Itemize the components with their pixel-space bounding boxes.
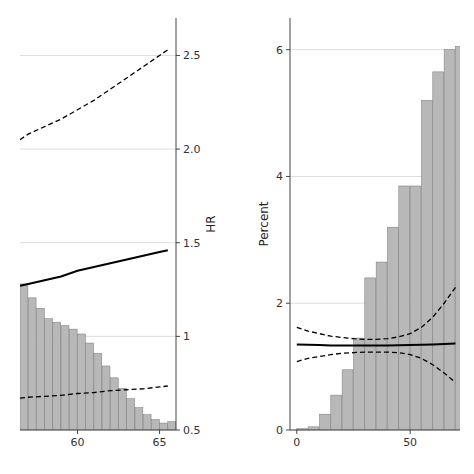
- chart-root: 60 65 0.5 1 1.5 2.0 2.5 HR 0 50 0 2 4 6 Percent: [0, 0, 474, 474]
- bar: [365, 278, 376, 430]
- y-tick-label: 6: [276, 44, 283, 57]
- bar: [127, 399, 135, 430]
- y-tick-label: 1: [183, 330, 190, 343]
- y-tick: [286, 176, 290, 177]
- grid-line: [290, 49, 460, 50]
- bar: [455, 47, 460, 430]
- grid-line: [20, 55, 176, 56]
- x-axis: [290, 430, 460, 431]
- bar: [53, 322, 61, 430]
- y-tick: [176, 336, 180, 337]
- bar: [410, 186, 421, 430]
- bar: [77, 334, 85, 430]
- y-tick-label: 2.0: [183, 143, 201, 156]
- bar: [61, 326, 69, 430]
- bar: [20, 284, 28, 430]
- bar: [110, 378, 118, 430]
- y-tick: [286, 49, 290, 50]
- y-axis: [290, 18, 291, 430]
- x-tick-label: 60: [70, 436, 84, 449]
- bar: [399, 186, 410, 430]
- bar: [444, 50, 455, 430]
- y-tick: [176, 242, 180, 243]
- plot-data: [20, 50, 176, 430]
- bar: [119, 388, 127, 430]
- x-axis: [20, 430, 176, 431]
- grid-line: [290, 430, 460, 431]
- line: [297, 352, 456, 382]
- bar: [342, 370, 353, 430]
- y-axis: [176, 18, 177, 430]
- bar: [143, 415, 151, 430]
- y-tick-label: 2.5: [183, 49, 201, 62]
- y-tick: [286, 430, 290, 431]
- plot-data: [297, 47, 460, 430]
- grid-line: [20, 242, 176, 243]
- bar: [69, 329, 77, 430]
- y-tick-label: 1.5: [183, 237, 201, 250]
- line: [20, 250, 168, 286]
- bar: [86, 343, 94, 430]
- bar: [160, 423, 168, 430]
- y-tick-label: 0.5: [183, 424, 201, 437]
- line: [20, 386, 168, 398]
- panel: 60 65 0.5 1 1.5 2.0 2.5 HR: [20, 18, 218, 449]
- y-tick-label: 2: [276, 297, 283, 310]
- bar: [45, 319, 53, 430]
- panel: 0 50 0 2 4 6 Percent: [257, 18, 466, 449]
- y-axis-label: HR: [204, 215, 218, 232]
- x-tick: [410, 430, 411, 434]
- bar: [421, 100, 432, 430]
- line: [20, 50, 168, 140]
- bar: [135, 408, 143, 430]
- bar: [36, 308, 44, 430]
- y-tick: [176, 430, 180, 431]
- bar: [102, 366, 110, 430]
- y-axis-label: Percent: [257, 201, 271, 246]
- y-tick-label: 0: [276, 424, 283, 437]
- bar: [387, 227, 398, 430]
- grid-line: [20, 149, 176, 150]
- bar: [319, 414, 330, 430]
- bar: [433, 72, 444, 430]
- x-tick-label: 65: [153, 436, 167, 449]
- y-tick-label: 4: [276, 170, 283, 183]
- bar: [28, 298, 36, 430]
- bar: [168, 422, 176, 430]
- line: [297, 344, 456, 346]
- y-tick: [176, 55, 180, 56]
- x-tick: [77, 430, 78, 434]
- y-tick: [286, 303, 290, 304]
- bar: [331, 395, 342, 430]
- y-tick: [176, 149, 180, 150]
- line: [297, 287, 456, 339]
- grid-line: [20, 430, 176, 431]
- x-tick-label: 50: [403, 436, 417, 449]
- x-tick-label: 0: [293, 436, 300, 449]
- x-tick: [159, 430, 160, 434]
- bar: [151, 420, 159, 430]
- x-tick: [296, 430, 297, 434]
